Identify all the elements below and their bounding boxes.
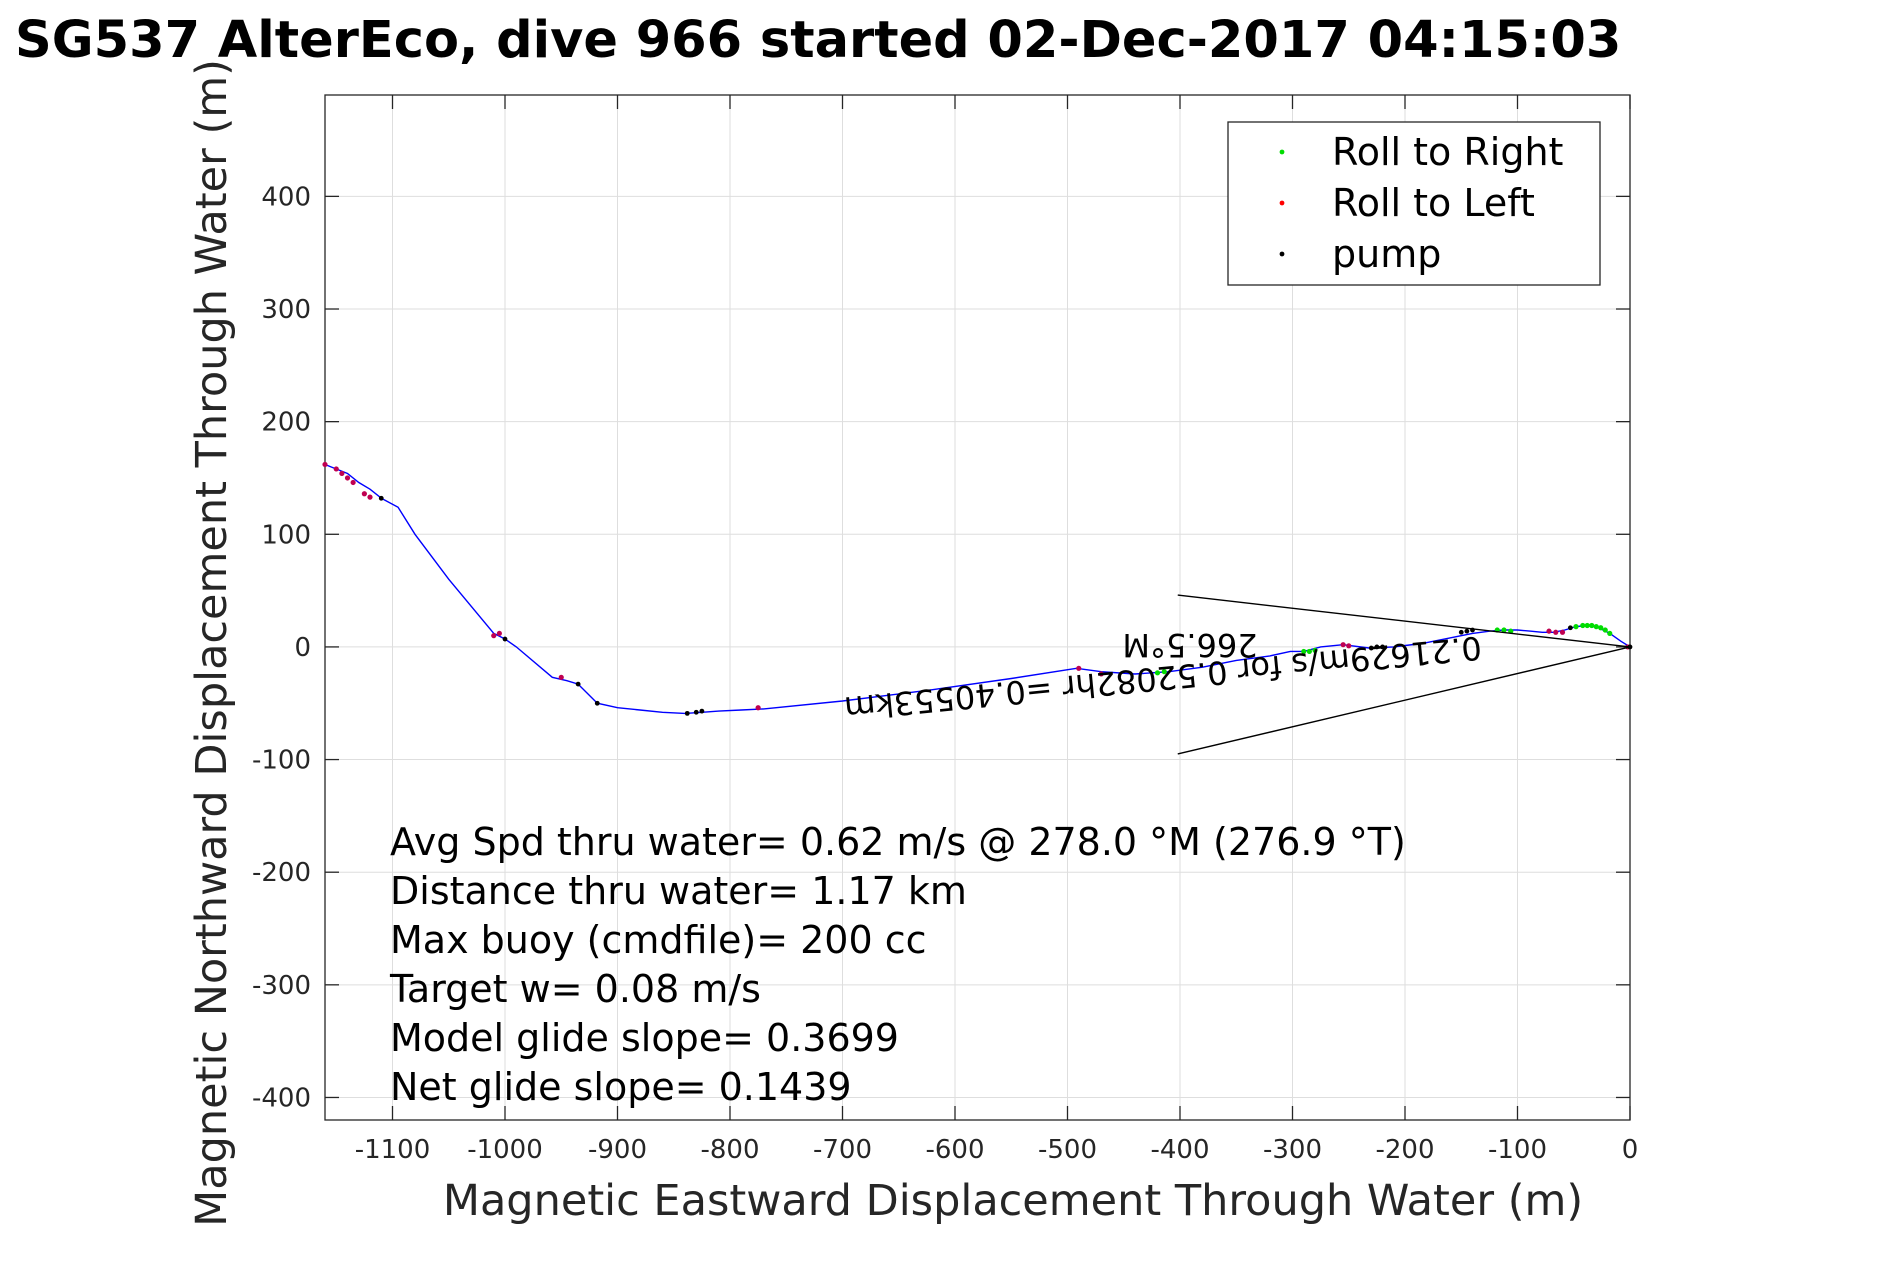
roll-right-point (1589, 622, 1595, 629)
roll-left-point (491, 633, 497, 639)
roll-left-point (1098, 671, 1104, 677)
pump-point (684, 710, 690, 716)
roll-right-point (1602, 627, 1608, 633)
current-direction-label: 266.5°M (1122, 626, 1257, 664)
roll-left-point (339, 470, 345, 477)
roll-left-point (1340, 642, 1346, 648)
y-tick-label: -100 (252, 746, 311, 776)
x-tick-label: 0 (1622, 1135, 1639, 1165)
x-tick-label: -700 (813, 1135, 872, 1165)
roll-right-point (1161, 669, 1167, 675)
x-tick-label: -100 (1488, 1135, 1547, 1165)
pump-point (378, 495, 384, 501)
x-tick-label: -300 (1263, 1135, 1322, 1165)
stats-annotation-line: Distance thru water= 1.17 km (390, 869, 967, 913)
stats-annotation-line: Net glide slope= 0.1439 (390, 1065, 852, 1109)
y-tick-label: -400 (252, 1083, 311, 1113)
legend-marker (1279, 149, 1285, 155)
roll-left-point (1346, 643, 1352, 649)
legend-label: pump (1332, 232, 1441, 276)
x-tick-label: -200 (1375, 1135, 1434, 1165)
roll-right-point (1154, 670, 1161, 676)
pump-point (1567, 625, 1573, 631)
roll-left-point (367, 494, 373, 500)
y-tick-label: 0 (294, 633, 311, 663)
plot-area-frame (324, 94, 1631, 1121)
x-tick-label: -900 (588, 1135, 647, 1165)
x-tick-label: -1000 (467, 1135, 543, 1165)
roll-right-point (1301, 648, 1307, 655)
y-tick-label: 200 (261, 408, 311, 438)
legend: Roll to Right Roll to Left pump (1227, 121, 1601, 286)
roll-left-point (322, 461, 328, 468)
y-axis-label: Magnetic Northward Displacement Through … (187, 59, 237, 1227)
roll-right-point (1607, 630, 1613, 637)
annotation-text-group: Avg Spd thru water= 0.62 m/s @ 278.0 °M … (389, 820, 1406, 1109)
pump-point (1374, 644, 1380, 650)
roll-right-point (1580, 622, 1586, 629)
roll-left-point (333, 466, 339, 472)
trajectory-line (324, 463, 1631, 715)
pump-point (1368, 645, 1374, 651)
stats-annotation-line: Model glide slope= 0.3699 (390, 1016, 899, 1060)
current-arrow-group: 0.21629m/s for 0.52082hr =0.40553km266.5… (843, 594, 1631, 755)
pump-point (594, 700, 600, 706)
legend-label: Roll to Right (1332, 130, 1563, 174)
legend-marker (1279, 200, 1285, 206)
roll-left-point (1559, 629, 1566, 635)
x-axis-label: Magnetic Eastward Displacement Through W… (443, 1176, 1583, 1226)
x-tick-label: -400 (1150, 1135, 1209, 1165)
roll-left-point (344, 475, 351, 481)
x-tick-label: -500 (1038, 1135, 1097, 1165)
roll-right-point (1501, 627, 1507, 633)
roll-left-point (1076, 665, 1082, 671)
stats-annotation-line: Max buoy (cmdfile)= 200 cc (390, 918, 927, 962)
roll-left-point (361, 491, 367, 497)
marker-points (322, 461, 1633, 716)
roll-right-point (1598, 625, 1604, 631)
trajectory-group (324, 463, 1631, 715)
roll-left-point (350, 479, 356, 486)
roll-right-point (1584, 622, 1590, 629)
roll-left-point (496, 630, 502, 637)
roll-right-point (1306, 648, 1312, 655)
roll-right-point (1593, 624, 1599, 630)
x-tick-label: -800 (700, 1135, 759, 1165)
roll-left-point (1553, 629, 1559, 635)
y-tick-label: 300 (261, 295, 311, 325)
y-tick-label: 100 (261, 520, 311, 550)
legend-box (1227, 121, 1601, 286)
pump-point (575, 681, 581, 687)
x-tick-label: -1100 (355, 1135, 431, 1165)
pump-point (1380, 644, 1385, 650)
stats-annotation-line: Target w= 0.08 m/s (389, 967, 761, 1011)
x-tick-label: -600 (925, 1135, 984, 1165)
roll-left-point (755, 705, 761, 711)
pump-point (1464, 628, 1470, 634)
axis-ticks: -1100 -1000 -900 -800 -700 -600 -500 -400 -300 -2… (252, 95, 1638, 1165)
roll-right-point (1312, 647, 1318, 653)
stats-annotation-line: Avg Spd thru water= 0.62 m/s @ 278.0 °M … (390, 820, 1406, 864)
current-arrow-line (1177, 594, 1631, 648)
y-tick-label: 400 (261, 182, 311, 212)
pump-point (502, 636, 508, 642)
legend-marker (1279, 251, 1285, 257)
current-arrow-line (1177, 646, 1631, 755)
y-tick-label: -200 (252, 858, 311, 888)
pump-point (693, 709, 699, 715)
roll-left-point (558, 674, 564, 680)
y-tick-label: -300 (252, 971, 311, 1001)
legend-label: Roll to Left (1332, 181, 1535, 225)
chart-title: SG537 AlterEco, dive 966 started 02-Dec-… (15, 11, 1621, 70)
roll-left-point (1546, 628, 1552, 634)
roll-right-point (1573, 624, 1579, 630)
pump-point (699, 708, 705, 714)
pump-point (1458, 629, 1464, 635)
